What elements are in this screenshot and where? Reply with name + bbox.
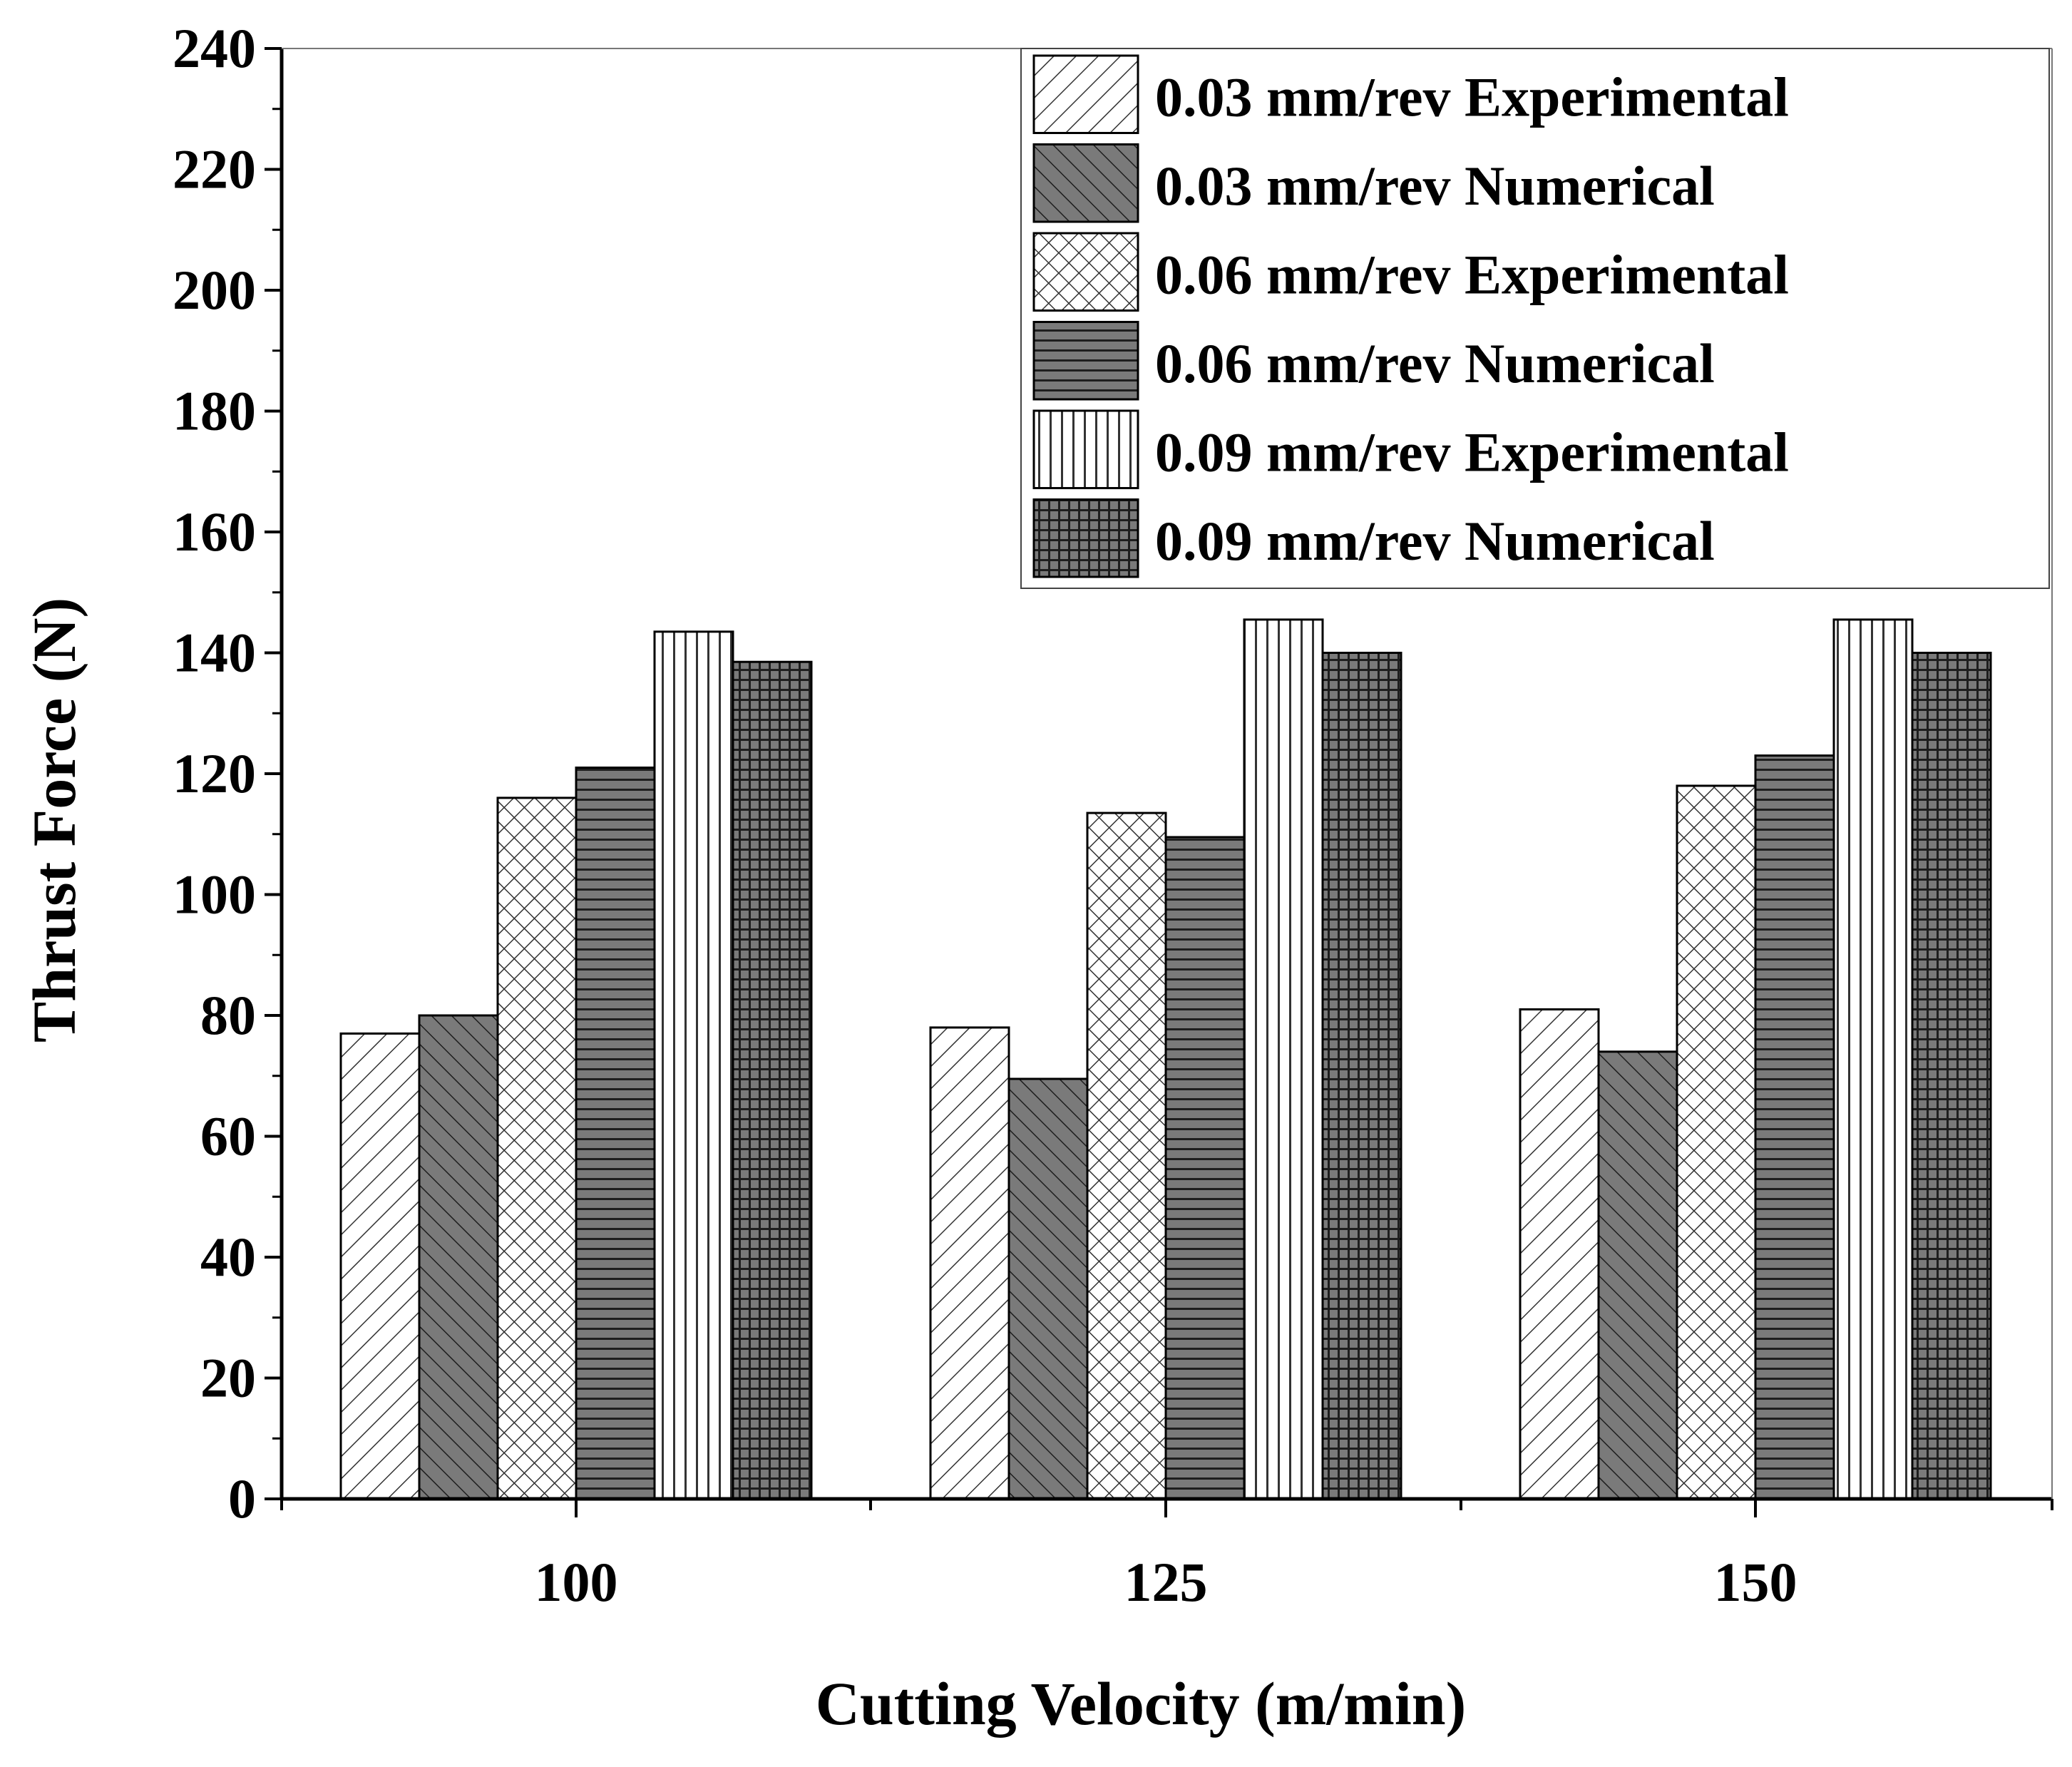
bar-150-series-4 [1832,618,1914,1500]
y-tick-label-240: 240 [173,17,256,79]
bar-125-series-0 [929,1026,1010,1500]
legend-swatch-4 [1032,409,1139,489]
y-tick-label-140: 140 [173,622,256,684]
legend-swatch-2 [1032,232,1139,312]
y-tick-label-220: 220 [173,138,256,200]
x-tick-label-125: 125 [1124,1551,1208,1613]
bar-125-series-4 [1243,618,1324,1500]
bar-100-series-0 [339,1032,421,1500]
bar-100-series-5 [732,660,813,1500]
legend-label-4: 0.09 mm/rev Experimental [1155,421,1789,483]
bar-125-series-2 [1086,811,1167,1500]
legend-label-0: 0.03 mm/rev Experimental [1155,66,1789,128]
legend-box [1020,48,2050,589]
bar-100-series-1 [418,1014,499,1500]
bar-150-series-1 [1597,1050,1678,1500]
legend-swatch-3 [1032,321,1139,401]
y-tick-label-60: 60 [200,1105,256,1167]
x-tick-label-100: 100 [535,1551,618,1613]
x-axis-title: Cutting Velocity (m/min) [816,1669,1467,1738]
bar-150-series-3 [1754,754,1835,1500]
legend-swatch-1 [1032,143,1139,223]
legend-label-1: 0.03 mm/rev Numerical [1155,155,1715,217]
x-tick-label-150: 150 [1714,1551,1797,1613]
legend-swatch-0 [1032,54,1139,134]
legend-label-5: 0.09 mm/rev Numerical [1155,510,1715,572]
y-tick-label-80: 80 [200,984,256,1046]
y-axis-title: Thrust Force (N) [20,598,88,1043]
bar-125-series-1 [1007,1077,1089,1500]
y-tick-label-180: 180 [173,380,256,442]
legend-label-2: 0.06 mm/rev Experimental [1155,243,1789,305]
bar-125-series-3 [1164,836,1246,1500]
y-tick-label-120: 120 [173,742,256,804]
y-tick-label-0: 0 [228,1468,256,1530]
bar-150-series-2 [1676,784,1757,1500]
bar-150-series-0 [1519,1008,1600,1500]
bar-150-series-5 [1911,652,1992,1500]
bar-125-series-5 [1321,652,1402,1500]
legend: 0.03 mm/rev Experimental 0.03 mm/rev Nume… [1020,48,2050,589]
legend-label-3: 0.06 mm/rev Numerical [1155,332,1715,394]
y-tick-label-40: 40 [200,1226,256,1288]
bar-100-series-4 [653,630,734,1500]
y-tick-label-100: 100 [173,864,256,926]
ticks-layer: 0 20 40 60 80 100 120 140 160 180 200 220 240 100 125 1… [173,17,2053,1613]
legend-swatch-5 [1032,498,1139,578]
y-tick-label-160: 160 [173,501,256,563]
y-tick-label-200: 200 [173,259,256,321]
y-tick-label-20: 20 [200,1347,256,1409]
bar-100-series-3 [575,767,656,1500]
bar-100-series-2 [496,797,578,1500]
bars-layer [339,618,1992,1500]
